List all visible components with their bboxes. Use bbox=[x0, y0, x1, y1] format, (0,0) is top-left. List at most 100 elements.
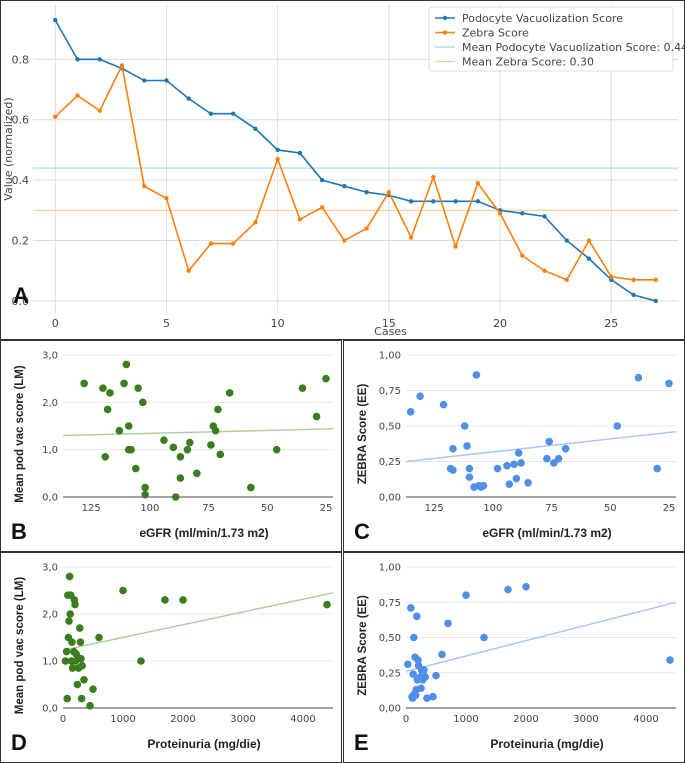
series-point-0 bbox=[342, 184, 346, 188]
data-point bbox=[80, 676, 88, 684]
data-point bbox=[76, 624, 84, 632]
data-point bbox=[462, 591, 470, 599]
data-point bbox=[161, 596, 169, 604]
y-tick-label: 1,0 bbox=[42, 445, 58, 456]
y-axis-label: ZEBRA Score (EE) bbox=[357, 595, 369, 696]
series-point-0 bbox=[320, 178, 324, 182]
x-axis-label: Cases bbox=[374, 325, 407, 338]
data-point bbox=[417, 684, 425, 692]
y-tick-label: 1,00 bbox=[379, 563, 401, 574]
data-point bbox=[179, 596, 187, 604]
data-point bbox=[137, 657, 145, 665]
data-point bbox=[515, 449, 523, 457]
series-point-1 bbox=[342, 238, 346, 242]
data-point bbox=[410, 634, 418, 642]
data-point bbox=[226, 389, 234, 397]
x-tick-label: 1000 bbox=[110, 714, 135, 725]
data-point bbox=[432, 672, 440, 680]
series-point-1 bbox=[476, 181, 480, 185]
y-axis-label: Mean pod vac score (LM) bbox=[14, 365, 26, 503]
data-point bbox=[665, 380, 673, 388]
y-tick-label: 0,75 bbox=[379, 386, 401, 397]
data-point bbox=[506, 480, 514, 488]
x-tick-label: 100 bbox=[483, 503, 502, 514]
series-point-1 bbox=[320, 205, 324, 209]
data-point bbox=[78, 662, 86, 670]
series-point-0 bbox=[587, 256, 591, 260]
panel-c: 0,00 0,25 0,50 0,75 1,00 125 100 75 50 25 eGFR (ml… bbox=[343, 340, 685, 552]
series-point-0 bbox=[53, 18, 57, 22]
y-axis-label: ZEBRA Score (EE) bbox=[357, 384, 369, 485]
chart-a: 0.0 0.2 0.4 0.6 0.8 0 5 10 15 20 25 Cases Value (nor… bbox=[1, 1, 684, 339]
data-point bbox=[184, 446, 192, 454]
data-point bbox=[172, 493, 180, 501]
x-tick-label: 125 bbox=[425, 503, 444, 514]
data-point bbox=[323, 601, 331, 609]
data-point bbox=[543, 455, 551, 463]
x-axis-label: Proteinuria (mg/die) bbox=[490, 737, 603, 751]
x-tick-label: 1000 bbox=[453, 714, 478, 725]
data-point bbox=[101, 453, 109, 461]
data-point bbox=[416, 392, 424, 400]
x-axis-label: Proteinuria (mg/die) bbox=[147, 737, 260, 751]
data-point bbox=[545, 438, 553, 446]
series-point-1 bbox=[164, 196, 168, 200]
data-point bbox=[510, 461, 518, 469]
x-tick-label: 25 bbox=[604, 317, 618, 330]
data-point bbox=[214, 406, 222, 414]
series-point-0 bbox=[520, 211, 524, 215]
data-point bbox=[614, 422, 622, 430]
data-point bbox=[449, 445, 457, 453]
y-axis-label: Value (normalized) bbox=[2, 97, 15, 200]
series-point-1 bbox=[298, 217, 302, 221]
data-point bbox=[89, 685, 97, 693]
x-tick-label: 5 bbox=[163, 317, 170, 330]
data-point bbox=[407, 408, 415, 416]
data-point bbox=[420, 666, 428, 674]
series-point-0 bbox=[565, 238, 569, 242]
data-point bbox=[404, 660, 412, 668]
data-point bbox=[466, 473, 474, 481]
data-point bbox=[68, 638, 76, 646]
y-axis-label: Mean pod vac score (LM) bbox=[14, 577, 26, 715]
series-point-1 bbox=[587, 238, 591, 242]
x-tick-label: 2000 bbox=[513, 714, 538, 725]
x-tick-label: 4000 bbox=[633, 714, 658, 725]
series-point-1 bbox=[186, 269, 190, 273]
chart-e: 0,000,250,500,751,000 1000 2000 3000 4000Pro… bbox=[344, 553, 684, 762]
data-point bbox=[421, 673, 429, 681]
x-tick-label: 0 bbox=[52, 317, 59, 330]
y-tick-label: 0,0 bbox=[42, 704, 58, 715]
chart-b: 0,01,02,03,0125 100 75 50 25eGFR (ml/min/1.7… bbox=[1, 341, 341, 551]
y-tick-label: 0,50 bbox=[379, 633, 401, 644]
panel-b: 0,0 1,0 2,0 3,0 125 100 75 50 25 eGFR (ml/min/1.7… bbox=[0, 340, 342, 552]
y-tick-label: 0,75 bbox=[379, 598, 401, 609]
x-tick-label: 75 bbox=[545, 503, 558, 514]
series-point-1 bbox=[609, 275, 613, 279]
data-point bbox=[125, 422, 133, 430]
data-point bbox=[449, 466, 457, 474]
y-tick-label: 0,00 bbox=[379, 704, 401, 715]
data-point bbox=[104, 406, 112, 414]
y-tick-label: 3,0 bbox=[42, 563, 58, 574]
data-point bbox=[77, 638, 85, 646]
data-point bbox=[160, 436, 168, 444]
panel-letter: E bbox=[354, 730, 369, 755]
y-tick-label: 0.8 bbox=[12, 53, 30, 66]
series-point-0 bbox=[209, 112, 213, 116]
data-point bbox=[247, 484, 255, 492]
panel-e: 0,00 0,25 0,50 0,75 1,00 0 1000 2000 3000 4000 Pro… bbox=[343, 552, 685, 763]
series-point-0 bbox=[453, 199, 457, 203]
data-point bbox=[141, 484, 149, 492]
data-point bbox=[99, 384, 107, 392]
data-point bbox=[119, 587, 127, 595]
legend-marker bbox=[443, 30, 447, 34]
x-tick-label: 10 bbox=[271, 317, 285, 330]
data-point bbox=[116, 427, 124, 435]
x-tick-label: 125 bbox=[82, 503, 101, 514]
data-point bbox=[407, 604, 415, 612]
series-point-1 bbox=[209, 241, 213, 245]
series-point-0 bbox=[164, 78, 168, 82]
data-point bbox=[438, 651, 446, 659]
data-point bbox=[177, 453, 185, 461]
